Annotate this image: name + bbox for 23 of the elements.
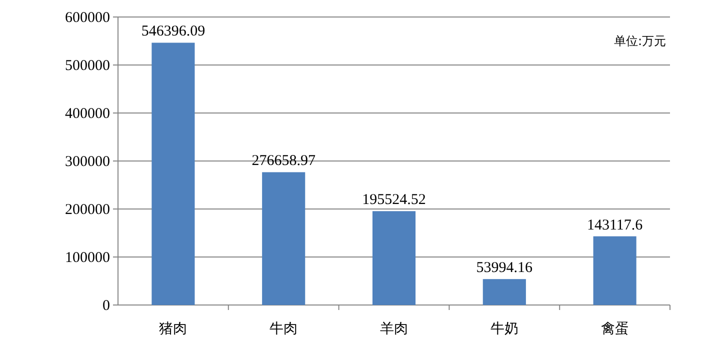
bar xyxy=(593,236,636,305)
x-tick-label: 牛肉 xyxy=(270,321,298,337)
data-label: 546396.09 xyxy=(141,24,206,40)
x-tick-label: 羊肉 xyxy=(380,321,408,337)
y-tick-label: 0 xyxy=(102,298,110,314)
y-tick-label: 600000 xyxy=(65,10,110,26)
data-label: 276658.97 xyxy=(252,153,316,170)
x-tick-label: 牛奶 xyxy=(490,321,518,337)
bar xyxy=(262,172,306,305)
bar xyxy=(482,279,526,305)
data-label: 195524.52 xyxy=(362,192,426,208)
y-tick-label: 100000 xyxy=(65,250,110,266)
x-tick-label: 禽蛋 xyxy=(600,321,629,337)
y-tick-label: 500000 xyxy=(65,58,110,74)
x-tick-label: 猪肉 xyxy=(159,321,188,337)
y-tick-label: 200000 xyxy=(65,202,110,218)
y-tick-label: 400000 xyxy=(65,106,110,122)
bar xyxy=(152,42,195,305)
bar xyxy=(372,211,416,305)
y-tick-label: 300000 xyxy=(65,154,110,170)
data-label: 53994.16 xyxy=(476,260,534,276)
data-label: 143117.6 xyxy=(586,217,644,234)
annotation: 单位:万元 xyxy=(614,34,666,48)
